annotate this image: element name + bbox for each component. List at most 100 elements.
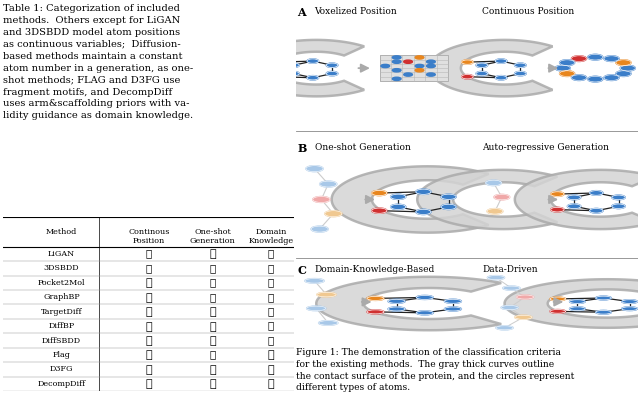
Circle shape <box>568 204 580 209</box>
PathPatch shape <box>504 279 640 328</box>
Circle shape <box>596 296 611 300</box>
Text: A: A <box>298 6 306 17</box>
Text: ✗: ✗ <box>268 322 274 331</box>
Text: ✗: ✗ <box>268 336 274 345</box>
Circle shape <box>288 71 300 76</box>
Text: ✓: ✓ <box>209 321 216 332</box>
Circle shape <box>326 63 338 68</box>
Text: ✗: ✗ <box>268 293 274 302</box>
Circle shape <box>311 226 328 232</box>
Circle shape <box>550 192 564 196</box>
Circle shape <box>390 194 406 199</box>
Circle shape <box>305 278 324 283</box>
Circle shape <box>416 311 433 315</box>
Circle shape <box>488 276 504 280</box>
Text: ✓: ✓ <box>145 321 152 332</box>
Circle shape <box>367 296 384 301</box>
Circle shape <box>381 64 390 68</box>
Circle shape <box>404 73 412 76</box>
Circle shape <box>515 63 526 68</box>
Circle shape <box>388 299 405 303</box>
Text: ✗: ✗ <box>268 278 274 287</box>
Text: ✓: ✓ <box>268 378 275 389</box>
Circle shape <box>588 55 603 60</box>
Circle shape <box>307 59 319 63</box>
Circle shape <box>516 295 534 299</box>
Circle shape <box>550 297 566 301</box>
Text: Continous
Position: Continous Position <box>128 228 170 245</box>
Circle shape <box>616 60 631 66</box>
Text: TargetDiff: TargetDiff <box>41 308 82 316</box>
Circle shape <box>306 166 323 172</box>
Circle shape <box>495 75 507 80</box>
Circle shape <box>589 209 603 213</box>
Text: ✓: ✓ <box>145 364 152 375</box>
Circle shape <box>416 295 433 299</box>
Circle shape <box>427 73 435 76</box>
Text: ✓: ✓ <box>209 364 216 375</box>
Text: Voxelized Position: Voxelized Position <box>314 6 397 15</box>
Text: ✓: ✓ <box>145 306 152 317</box>
Text: ✗: ✗ <box>268 250 274 258</box>
Circle shape <box>367 310 384 314</box>
Text: Flag: Flag <box>52 351 70 359</box>
Bar <box>380 55 448 81</box>
Circle shape <box>427 64 435 68</box>
Text: ✗: ✗ <box>210 350 216 359</box>
Circle shape <box>307 75 319 80</box>
Circle shape <box>273 75 285 79</box>
Circle shape <box>515 315 532 319</box>
Circle shape <box>476 63 488 68</box>
Circle shape <box>612 195 625 200</box>
Text: One-shot
Generation: One-shot Generation <box>190 228 236 245</box>
Circle shape <box>621 307 637 310</box>
Circle shape <box>572 75 586 81</box>
Text: LiGAN: LiGAN <box>48 250 75 258</box>
Circle shape <box>390 204 406 209</box>
Circle shape <box>572 56 586 62</box>
PathPatch shape <box>241 40 364 96</box>
Circle shape <box>494 194 509 200</box>
Text: ✓: ✓ <box>268 364 275 375</box>
Circle shape <box>556 65 570 71</box>
Circle shape <box>392 56 401 59</box>
Text: ✗: ✗ <box>146 250 152 258</box>
Circle shape <box>427 60 435 63</box>
Circle shape <box>372 208 387 213</box>
Circle shape <box>326 71 338 76</box>
Circle shape <box>559 71 575 77</box>
Text: ✓: ✓ <box>209 306 216 317</box>
Circle shape <box>392 69 401 72</box>
Circle shape <box>515 71 526 76</box>
Circle shape <box>616 71 631 77</box>
PathPatch shape <box>417 170 557 229</box>
Text: ✓: ✓ <box>268 350 275 361</box>
PathPatch shape <box>332 166 488 233</box>
Circle shape <box>313 197 330 203</box>
Circle shape <box>444 299 461 303</box>
Text: ✓: ✓ <box>145 277 152 288</box>
PathPatch shape <box>316 277 501 330</box>
Circle shape <box>612 204 625 209</box>
Circle shape <box>604 56 619 62</box>
Circle shape <box>604 75 619 81</box>
Circle shape <box>487 209 503 214</box>
Text: B: B <box>298 143 307 154</box>
Circle shape <box>319 181 337 187</box>
Text: ✗: ✗ <box>210 264 216 273</box>
PathPatch shape <box>515 170 640 229</box>
Circle shape <box>501 306 518 310</box>
Circle shape <box>568 195 580 200</box>
Circle shape <box>441 194 456 199</box>
Text: DiffSBDD: DiffSBDD <box>42 337 81 344</box>
Circle shape <box>317 292 336 297</box>
Text: ✗: ✗ <box>146 264 152 273</box>
Circle shape <box>324 211 342 216</box>
Circle shape <box>307 306 326 310</box>
Text: Figure 1: The demonstration of the classification criteria
for the existing meth: Figure 1: The demonstration of the class… <box>296 348 574 393</box>
Text: ✗: ✗ <box>210 278 216 287</box>
Circle shape <box>570 300 585 303</box>
Circle shape <box>415 64 424 68</box>
Text: DiffBP: DiffBP <box>49 322 74 330</box>
Text: ✓: ✓ <box>145 292 152 303</box>
